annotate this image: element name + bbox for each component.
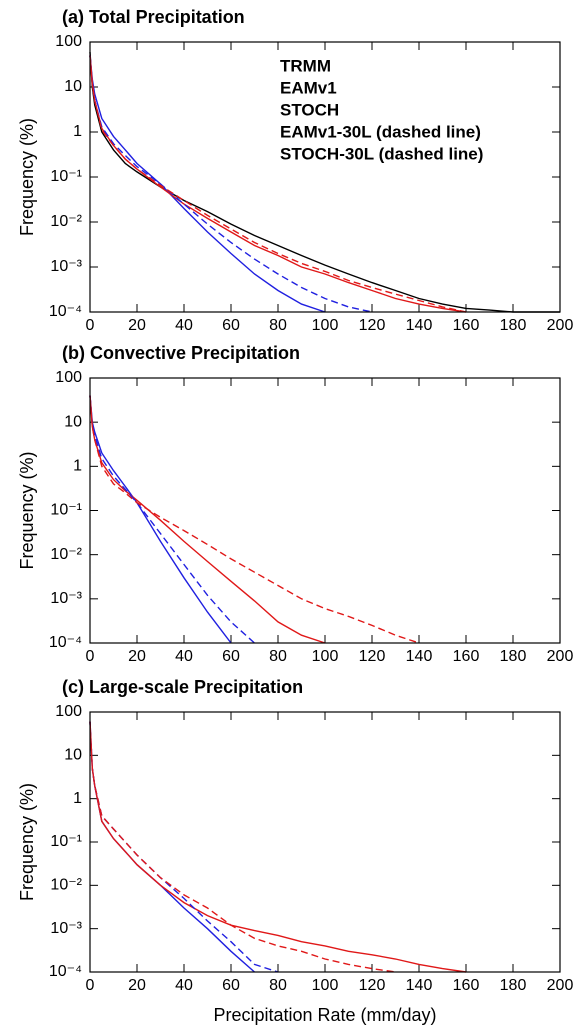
x-tick-label: 0 <box>86 648 95 665</box>
x-tick-label: 60 <box>222 317 240 334</box>
x-tick-label: 140 <box>406 317 433 334</box>
x-tick-label: 60 <box>222 648 240 665</box>
y-tick-label: 10 <box>64 413 82 430</box>
x-axis-label: Precipitation Rate (mm/day) <box>213 1005 436 1025</box>
x-tick-label: 180 <box>500 648 527 665</box>
y-tick-label: 10⁻² <box>50 546 82 563</box>
panel-title: (b) Convective Precipitation <box>62 343 300 363</box>
x-tick-label: 20 <box>128 977 146 994</box>
plot-frame <box>89 711 561 973</box>
y-tick-label: 1 <box>73 123 82 140</box>
series-line <box>89 721 396 973</box>
x-tick-label: 120 <box>359 317 386 334</box>
x-tick-label: 160 <box>453 977 480 994</box>
y-tick-label: 10⁻² <box>50 213 82 230</box>
y-tick-label: 1 <box>73 458 82 475</box>
legend-entry: EAMv1-30L (dashed line) <box>280 122 481 141</box>
x-tick-label: 40 <box>175 648 193 665</box>
x-tick-label: 80 <box>269 317 287 334</box>
legend-entry: STOCH-30L (dashed line) <box>280 144 483 163</box>
y-tick-label: 10⁻¹ <box>50 502 82 519</box>
y-tick-label: 10⁻² <box>50 877 82 894</box>
legend-entry: EAMv1 <box>280 78 337 97</box>
series-line <box>89 51 560 313</box>
y-tick-label: 10⁻³ <box>50 920 82 937</box>
x-tick-label: 40 <box>175 977 193 994</box>
x-tick-label: 180 <box>500 977 527 994</box>
x-tick-label: 200 <box>547 317 574 334</box>
plot-frame <box>89 41 561 313</box>
legend-entry: STOCH <box>280 100 339 119</box>
series-line <box>89 721 255 973</box>
x-tick-label: 120 <box>359 648 386 665</box>
x-tick-label: 20 <box>128 648 146 665</box>
x-tick-label: 60 <box>222 977 240 994</box>
series-line <box>89 721 279 973</box>
series-line <box>89 395 232 644</box>
y-axis-label: Frequency (%) <box>17 783 37 901</box>
y-tick-label: 10⁻¹ <box>50 168 82 185</box>
y-tick-label: 10⁻⁴ <box>49 634 82 651</box>
y-tick-label: 10 <box>64 747 82 764</box>
legend-entry: TRMM <box>280 56 331 75</box>
y-tick-label: 100 <box>55 703 82 720</box>
series-line <box>89 395 255 644</box>
panel-title: (a) Total Precipitation <box>62 7 245 27</box>
series-line <box>89 721 467 973</box>
x-tick-label: 180 <box>500 317 527 334</box>
x-tick-label: 100 <box>312 648 339 665</box>
y-tick-label: 10⁻⁴ <box>49 963 82 980</box>
plot-frame <box>89 377 561 644</box>
x-tick-label: 80 <box>269 648 287 665</box>
y-tick-label: 10⁻³ <box>50 590 82 607</box>
x-tick-label: 0 <box>86 317 95 334</box>
x-tick-label: 140 <box>406 977 433 994</box>
x-tick-label: 80 <box>269 977 287 994</box>
x-tick-label: 140 <box>406 648 433 665</box>
y-tick-label: 10 <box>64 78 82 95</box>
y-axis-label: Frequency (%) <box>17 118 37 236</box>
x-tick-label: 200 <box>547 977 574 994</box>
y-tick-label: 10⁻¹ <box>50 833 82 850</box>
series-line <box>89 395 420 644</box>
x-tick-label: 200 <box>547 648 574 665</box>
x-tick-label: 40 <box>175 317 193 334</box>
x-tick-label: 160 <box>453 317 480 334</box>
y-axis-label: Frequency (%) <box>17 451 37 569</box>
y-tick-label: 100 <box>55 369 82 386</box>
x-tick-label: 100 <box>312 317 339 334</box>
y-tick-label: 100 <box>55 33 82 50</box>
x-tick-label: 100 <box>312 977 339 994</box>
x-tick-label: 120 <box>359 977 386 994</box>
y-tick-label: 1 <box>73 790 82 807</box>
y-tick-label: 10⁻³ <box>50 258 82 275</box>
x-tick-label: 0 <box>86 977 95 994</box>
series-line <box>89 395 326 644</box>
y-tick-label: 10⁻⁴ <box>49 303 82 320</box>
series-line <box>89 55 467 313</box>
x-tick-label: 20 <box>128 317 146 334</box>
panel-title: (c) Large-scale Precipitation <box>62 677 303 697</box>
x-tick-label: 160 <box>453 648 480 665</box>
